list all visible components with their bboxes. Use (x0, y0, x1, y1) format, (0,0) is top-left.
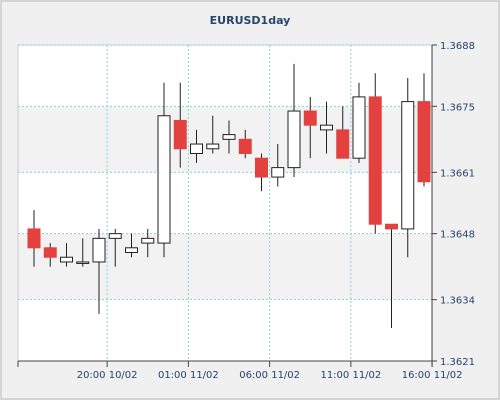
candle (417, 73, 431, 187)
candle (43, 243, 57, 267)
candle-body-up (141, 237, 155, 244)
candle (287, 63, 301, 178)
candles-group (27, 63, 431, 328)
grid-lines (18, 44, 433, 362)
candle (238, 129, 252, 159)
plot-band (18, 172, 432, 234)
candle (125, 233, 138, 258)
candle (320, 101, 333, 154)
candle-body-up (60, 256, 73, 263)
candle-body-up (320, 124, 333, 131)
candle (92, 228, 106, 314)
candle-body-up (287, 110, 301, 169)
x-tick-label: 01:00 11/02 (158, 370, 219, 381)
candle (108, 228, 122, 267)
y-tick-label: 1.3634 (440, 296, 475, 307)
candle (190, 129, 203, 163)
candle-body-down (368, 96, 382, 225)
plot-band (18, 233, 432, 300)
x-tick-label: 20:00 10/02 (77, 370, 138, 381)
candle (141, 228, 155, 258)
x-axis: 20:00 10/02 01:00 11/02 06:00 11/02 11:00 1… (17, 360, 463, 381)
x-tick-label: 16:00 11/02 (402, 370, 463, 381)
candle-body-up (76, 261, 90, 264)
candle-body-up (222, 134, 236, 140)
candle-body-down (173, 119, 187, 150)
candle (206, 115, 220, 154)
candle-body-up (271, 167, 285, 178)
candle (303, 96, 317, 159)
candle-body-up (401, 101, 415, 230)
y-tick-label: 1.3648 (440, 230, 475, 241)
candle-body-down (43, 247, 57, 258)
candle-body-up (125, 247, 138, 254)
plot-background (17, 44, 433, 362)
y-tick-label: 1.3661 (440, 168, 475, 179)
y-tick-label: 1.3688 (440, 41, 475, 52)
chart-title: EURUSD1day (210, 14, 291, 27)
candle (401, 78, 415, 258)
candle (173, 82, 187, 168)
candle-body-down (238, 138, 252, 154)
candle-body-down (385, 223, 398, 230)
candle (76, 238, 90, 267)
candle-body-up (190, 143, 203, 154)
candle (222, 120, 236, 154)
candle (157, 82, 171, 258)
candle (336, 106, 350, 159)
candle-body-up (157, 115, 171, 244)
candle-body-down (336, 129, 350, 159)
candle (271, 144, 285, 187)
x-tick-label: 11:00 11/02 (320, 370, 381, 381)
y-tick-label: 1.3675 (440, 102, 475, 113)
candle-body-up (352, 96, 366, 159)
candle (385, 223, 398, 328)
candle (255, 153, 268, 192)
candle-body-down (303, 110, 317, 126)
candle (368, 73, 382, 234)
candle-body-up (108, 233, 122, 239)
x-tick-label: 06:00 11/02 (239, 370, 300, 381)
plot-band (18, 45, 432, 107)
candle (60, 243, 73, 267)
candle (352, 82, 366, 163)
y-tick-label: 1.3621 (440, 357, 475, 368)
candle-body-down (417, 101, 431, 183)
plot-band (18, 299, 432, 361)
candle-body-down (255, 157, 268, 178)
y-axis: 1.3621 1.3634 1.3648 1.3661 1.3675 1.3688 (431, 41, 475, 368)
candle-body-down (27, 228, 41, 249)
candle-body-up (92, 237, 106, 263)
candle (27, 210, 41, 267)
candle-body-up (206, 143, 220, 150)
